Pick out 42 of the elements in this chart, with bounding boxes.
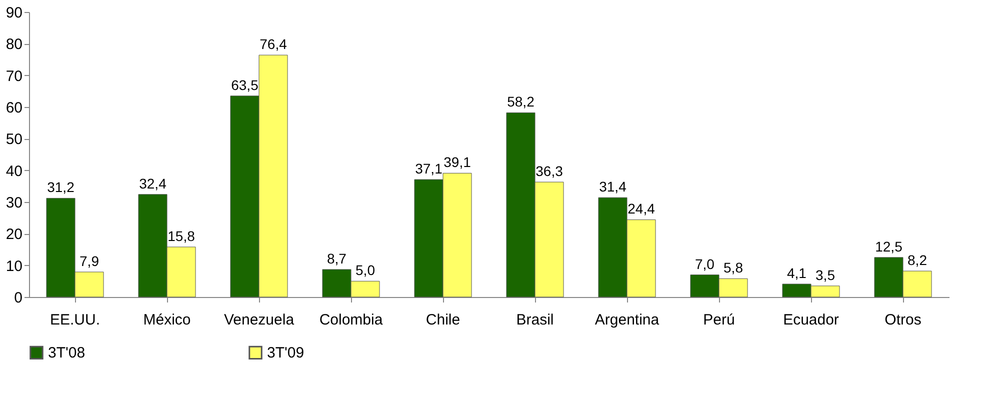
x-tick-label: Argentina — [594, 312, 660, 328]
x-tick-label: Brasil — [516, 312, 554, 328]
data-label: 5,0 — [356, 262, 376, 278]
y-tick-label: 20 — [6, 226, 22, 244]
x-tick-label: Otros — [884, 312, 922, 328]
data-label: 31,2 — [47, 179, 75, 196]
data-label: 31,4 — [599, 178, 627, 195]
y-tick-label: 30 — [6, 194, 22, 212]
data-label: 76,4 — [260, 36, 288, 52]
y-tick-label: 50 — [6, 131, 22, 148]
legend-label: 3T'08 — [48, 344, 86, 362]
data-label: 39,1 — [444, 154, 472, 170]
data-label: 58,2 — [507, 94, 535, 110]
legend-label: 3T'09 — [267, 344, 304, 362]
x-tick-label: México — [143, 312, 191, 328]
data-label: 12,5 — [875, 238, 903, 254]
x-tick-label: Venezuela — [224, 312, 295, 328]
data-label: 63,5 — [231, 76, 259, 93]
y-tick-label: 90 — [6, 4, 22, 22]
data-label: 32,4 — [139, 175, 167, 192]
x-tick-label: Perú — [703, 312, 735, 328]
y-tick-label: 0 — [14, 290, 22, 306]
y-tick-label: 60 — [6, 100, 22, 116]
x-tick-label: Ecuador — [783, 312, 839, 328]
data-label: 7,9 — [80, 252, 100, 269]
y-tick-label: 80 — [6, 36, 22, 54]
data-label: 5,8 — [724, 260, 744, 276]
data-label: 36,3 — [536, 163, 564, 180]
y-tick-label: 10 — [6, 258, 22, 275]
data-label: 3,5 — [816, 266, 836, 283]
data-label: 15,8 — [168, 228, 196, 244]
data-label: 4,1 — [787, 265, 807, 282]
x-tick-label: Chile — [426, 312, 460, 328]
data-label: 8,7 — [327, 250, 347, 266]
data-label: 37,1 — [415, 160, 443, 177]
data-label: 8,2 — [908, 252, 928, 268]
y-tick-label: 40 — [6, 162, 22, 180]
data-label: 24,4 — [628, 200, 656, 217]
x-tick-label: Colombia — [319, 312, 384, 328]
data-label: 7,0 — [695, 256, 715, 272]
y-tick-label: 70 — [6, 68, 22, 85]
x-tick-label: EE.UU. — [50, 312, 100, 328]
